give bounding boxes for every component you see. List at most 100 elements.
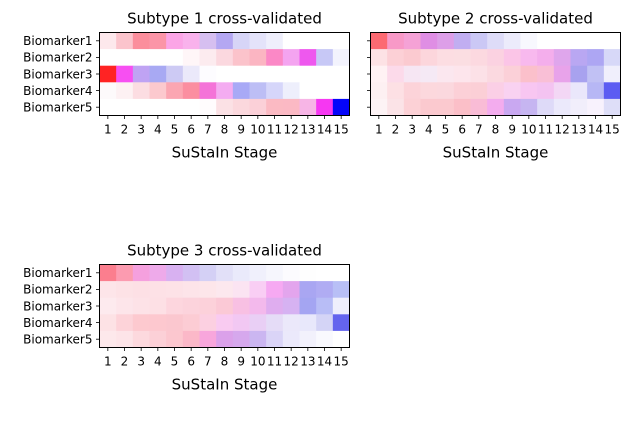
heatmap-cell: [587, 82, 605, 100]
heatmap-cell: [182, 32, 200, 50]
heatmap-cell: [266, 314, 284, 332]
heatmap-cell: [266, 281, 284, 299]
y-tick-label: Biomarker5: [23, 333, 92, 347]
heatmap-cell: [182, 65, 200, 83]
heatmap-cell: [116, 264, 134, 282]
x-tick-label: 12: [284, 123, 299, 137]
heatmap-cell: [216, 82, 234, 100]
heatmap-cell: [182, 314, 200, 332]
heatmap-cell: [282, 297, 300, 315]
heatmap-cell: [537, 32, 555, 50]
heatmap-cell: [587, 65, 605, 83]
heatmap-cell: [132, 264, 150, 282]
heatmap-cell: [487, 32, 505, 50]
heatmap-cell: [166, 314, 184, 332]
x-axis-label: SuStaIn Stage: [172, 376, 278, 394]
x-tick-label: 3: [137, 123, 145, 137]
heatmap-cell: [332, 330, 350, 348]
heatmap-cell: [149, 330, 167, 348]
heatmap-cell: [403, 98, 421, 116]
heatmap-cell: [503, 32, 521, 50]
heatmap-cell: [537, 65, 555, 83]
heatmap-cell: [249, 264, 267, 282]
x-tick-label: 8: [221, 123, 229, 137]
heatmap-cell: [116, 98, 134, 116]
heatmap-cell: [316, 264, 334, 282]
heatmap-cell: [420, 49, 438, 67]
heatmap-cell: [99, 330, 117, 348]
heatmap-cell: [132, 82, 150, 100]
heatmap-cell: [266, 49, 284, 67]
heatmap-cell: [116, 49, 134, 67]
y-tick-label: Biomarker4: [23, 316, 92, 330]
heatmap-cell: [232, 82, 250, 100]
heatmap-cell: [437, 82, 455, 100]
heatmap-cell: [420, 98, 438, 116]
heatmap-cell: [99, 264, 117, 282]
x-tick-label: 8: [221, 355, 229, 369]
heatmap-cell: [503, 49, 521, 67]
heatmap-cell: [99, 65, 117, 83]
heatmap-cell: [553, 82, 571, 100]
heatmap-cell: [282, 65, 300, 83]
heatmap-cell: [387, 98, 405, 116]
heatmap-cell: [266, 330, 284, 348]
heatmap-panel-1: Subtype 1 cross-validated Biomarker1 Bioma…: [23, 10, 350, 162]
heatmap-cell: [232, 330, 250, 348]
heatmap-cell: [116, 32, 134, 50]
heatmap-cell: [182, 49, 200, 67]
heatmap-cell: [299, 49, 317, 67]
heatmap-cell: [603, 32, 621, 50]
heatmap-cell: [132, 98, 150, 116]
x-tick-label: 12: [555, 123, 570, 137]
chart-title: Subtype 3 cross-validated: [127, 242, 322, 260]
heatmap-cell: [282, 314, 300, 332]
heatmap-cell: [299, 98, 317, 116]
heatmap-cell: [249, 32, 267, 50]
heatmap-cell: [403, 82, 421, 100]
heatmap-cell: [216, 32, 234, 50]
heatmap-cell: [437, 98, 455, 116]
heatmap-cell: [299, 330, 317, 348]
heatmap-cell: [316, 297, 334, 315]
heatmap-cell: [116, 330, 134, 348]
heatmap-cell: [216, 297, 234, 315]
x-tick-label: 5: [171, 123, 179, 137]
heatmap-cell: [199, 330, 217, 348]
heatmap-cell: [232, 264, 250, 282]
heatmap-cell: [470, 65, 488, 83]
heatmap-cell: [199, 65, 217, 83]
heatmap-cell: [166, 281, 184, 299]
heatmap-cell: [99, 297, 117, 315]
heatmap-cell: [316, 65, 334, 83]
heatmap-cell: [299, 82, 317, 100]
x-tick-label: 2: [121, 123, 129, 137]
heatmap-cell: [587, 32, 605, 50]
heatmap-cell: [387, 32, 405, 50]
heatmap-cell: [453, 65, 471, 83]
heatmap-cell: [520, 98, 538, 116]
heatmap-cell: [166, 32, 184, 50]
heatmap-cell: [232, 32, 250, 50]
x-tick-label: 4: [154, 355, 162, 369]
heatmap-cell: [166, 65, 184, 83]
heatmap-cell: [166, 98, 184, 116]
heatmap-cell: [370, 98, 388, 116]
x-tick-label: 7: [204, 123, 212, 137]
heatmap-cell: [266, 82, 284, 100]
heatmap-cell: [282, 49, 300, 67]
heatmap-cell: [299, 264, 317, 282]
heatmap-cell: [99, 98, 117, 116]
heatmap-cell: [149, 82, 167, 100]
heatmap-cell: [332, 49, 350, 67]
x-tick-label: 9: [508, 123, 516, 137]
heatmap-cell: [266, 65, 284, 83]
heatmap-cell: [503, 82, 521, 100]
heatmap-cell: [553, 32, 571, 50]
heatmap-cell: [232, 314, 250, 332]
heatmap-cell: [553, 98, 571, 116]
heatmap-cell: [299, 32, 317, 50]
heatmap-cell: [370, 82, 388, 100]
heatmap-cell: [537, 98, 555, 116]
